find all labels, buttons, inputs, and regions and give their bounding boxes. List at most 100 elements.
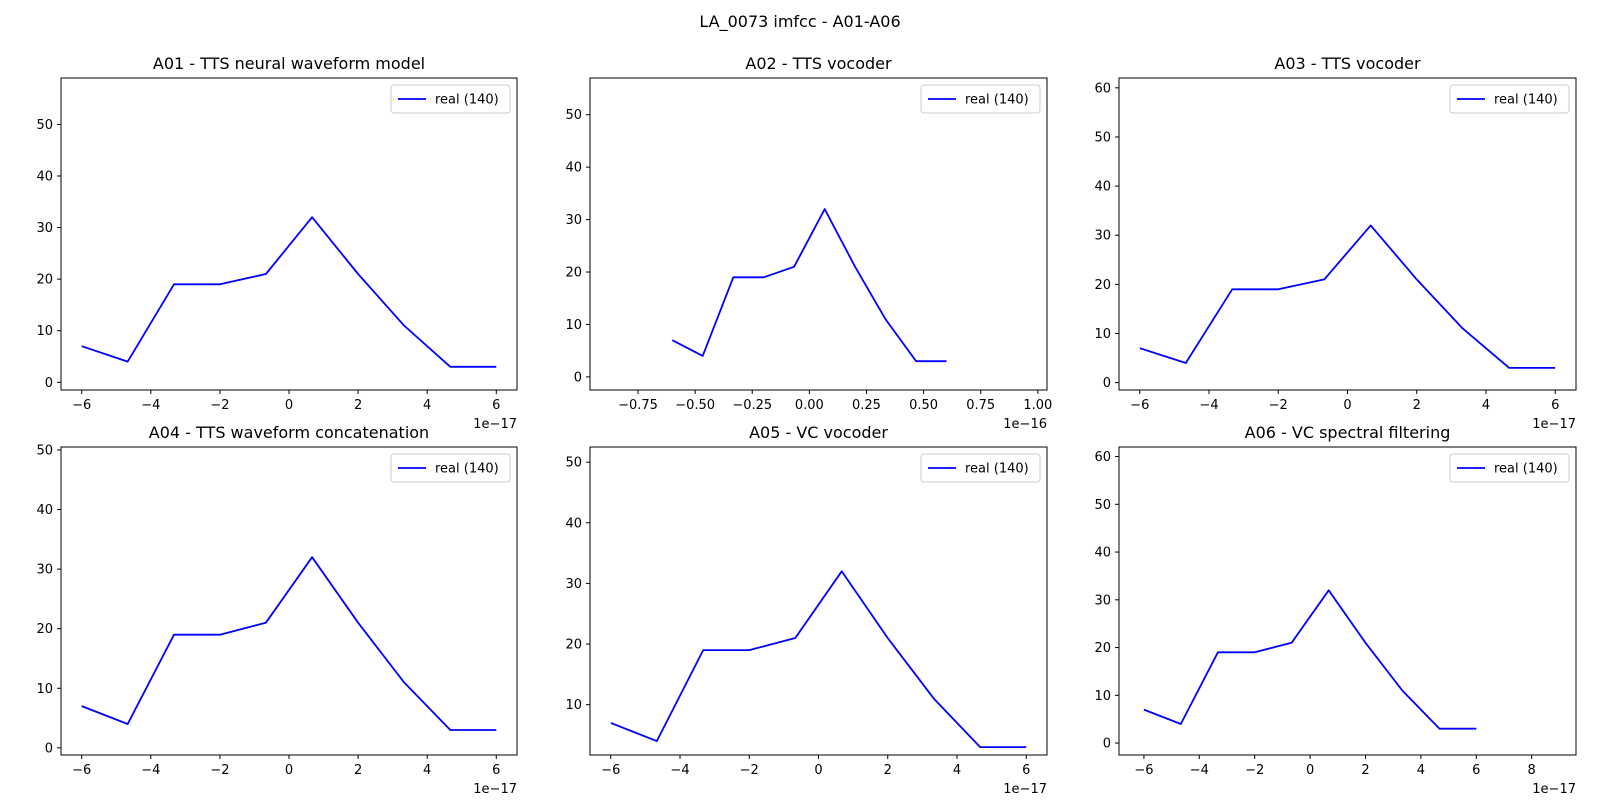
subplot-5-x-tick-label: 0 [814, 763, 822, 778]
subplot-3-x-offset-label: 1e−17 [1532, 417, 1576, 432]
subplot-4-title: A04 - TTS waveform concatenation [149, 423, 429, 442]
subplot-1-x-tick-label: −2 [210, 398, 229, 413]
subplot-1-y-tick-label: 20 [36, 273, 53, 288]
subplot-2-x-offset-label: 1e−16 [1003, 417, 1047, 432]
subplot-5-title: A05 - VC vocoder [749, 423, 888, 442]
subplot-2-y-tick-label: 40 [565, 161, 582, 176]
subplot-5-legend: real (140) [920, 453, 1041, 483]
subplot-2-y-tick-label: 20 [565, 266, 582, 281]
subplot-3-y-tick-label: 10 [1094, 327, 1111, 342]
subplot-1-x-tick-label: −6 [72, 398, 91, 413]
figure-suptitle: LA_0073 imfcc - A01-A06 [699, 12, 901, 31]
subplot-3-legend: real (140) [1449, 84, 1570, 114]
subplot-3-y-tick-label: 50 [1094, 130, 1111, 145]
subplot-2-legend-label: real (140) [965, 93, 1029, 108]
subplot-3-y-tick-label: 30 [1094, 229, 1111, 244]
subplot-2-y-tick-label: 30 [565, 213, 582, 228]
subplot-6-x-tick-label: 6 [1472, 763, 1480, 778]
subplot-3-x-tick-label: 4 [1482, 398, 1490, 413]
subplot-2-y-tick-label: 10 [565, 318, 582, 333]
subplot-3-legend-box [1449, 84, 1570, 114]
subplot-6-x-tick-label: 2 [1361, 763, 1369, 778]
subplot-5-x-tick-label: 2 [884, 763, 892, 778]
subplot-1-x-tick-label: 6 [492, 398, 500, 413]
subplot-5-x-tick-label: 4 [953, 763, 961, 778]
subplot-3-x-tick-label: 2 [1413, 398, 1421, 413]
subplot-6-y-tick-label: 20 [1094, 641, 1111, 656]
subplot-3-y-tick-label: 60 [1094, 81, 1111, 96]
subplot-5-x-tick-label: −2 [740, 763, 759, 778]
subplot-2-legend: real (140) [920, 84, 1041, 114]
subplot-5-x-tick-label: 6 [1022, 763, 1030, 778]
subplot-6-y-tick-label: 0 [1103, 737, 1111, 752]
subplot-1-legend: real (140) [390, 84, 511, 114]
subplot-1: A01 - TTS neural waveform model −6 −4 −2 0 2 4… [36, 54, 518, 432]
subplot-2-title: A02 - TTS vocoder [745, 54, 892, 73]
subplot-6-x-tick-label: −2 [1245, 763, 1264, 778]
subplot-6-y-tick-label: 50 [1094, 498, 1111, 513]
subplot-1-legend-label: real (140) [435, 93, 499, 108]
subplot-3-line-real-140- [1139, 224, 1556, 369]
subplot-5-y-tick-label: 10 [565, 698, 582, 713]
subplot-5-legend-box [920, 453, 1041, 483]
subplot-1-x-tick-label: 4 [423, 398, 431, 413]
subplot-5-y-tick-label: 50 [565, 456, 582, 471]
subplot-2-y-tick-label: 50 [565, 108, 582, 123]
subplot-1-x-tick-label: 2 [354, 398, 362, 413]
subplot-1-x-offset-label: 1e−17 [473, 417, 517, 432]
subplot-3-title: A03 - TTS vocoder [1274, 54, 1421, 73]
subplot-4-y-tick-label: 20 [36, 622, 53, 637]
subplot-4-x-tick-label: −6 [72, 763, 91, 778]
subplot-6-y-tick-label: 10 [1094, 689, 1111, 704]
subplot-6-y-tick-label: 60 [1094, 450, 1111, 465]
subplot-2-x-tick-label: 0.25 [852, 398, 881, 413]
subplot-6-x-tick-label: −4 [1190, 763, 1209, 778]
subplot-3: A03 - TTS vocoder−6 −4 −2 0 2 4 60102030405060… [1094, 54, 1577, 432]
subplot-4-x-tick-label: 0 [285, 763, 293, 778]
subplot-1-x-tick-label: 0 [285, 398, 293, 413]
subplot-2-axes-frame [589, 77, 1048, 391]
subplot-2-x-tick-label: −0.75 [618, 398, 658, 413]
subplot-3-x-tick-label: −2 [1269, 398, 1288, 413]
subplot-1-y-tick-label: 0 [45, 376, 53, 391]
subplot-4-y-tick-label: 10 [36, 682, 53, 697]
subplot-5-x-offset-label: 1e−17 [1003, 782, 1047, 797]
subplot-4-line-real-140- [81, 556, 497, 731]
subplot-6-title: A06 - VC spectral filtering [1245, 423, 1451, 442]
subplot-5-axes-frame [589, 446, 1048, 756]
subplot-6-y-tick-label: 30 [1094, 593, 1111, 608]
subplot-6-y-tick-label: 40 [1094, 546, 1111, 561]
subplot-4-y-tick-label: 40 [36, 503, 53, 518]
subplot-5-y-tick-label: 20 [565, 638, 582, 653]
subplot-4-y-tick-label: 0 [45, 741, 53, 756]
subplot-3-axes-frame [1118, 77, 1577, 391]
subplot-3-y-tick-label: 0 [1103, 376, 1111, 391]
subplot-4-x-tick-label: 4 [423, 763, 431, 778]
subplot-5-line-real-140- [610, 570, 1027, 748]
subplot-2-line-real-140- [671, 208, 947, 363]
subplot-1-line-real-140- [81, 216, 497, 368]
subplot-2-x-tick-label: 1.00 [1023, 398, 1052, 413]
subplot-4-legend-box [390, 453, 511, 483]
subplot-5-y-tick-label: 40 [565, 516, 582, 531]
subplot-4-y-tick-label: 50 [36, 443, 53, 458]
subplot-1-title: A01 - TTS neural waveform model [153, 54, 425, 73]
subplot-6-x-tick-label: −6 [1134, 763, 1153, 778]
subplot-5-legend-label: real (140) [965, 462, 1029, 477]
subplot-3-x-tick-label: −6 [1130, 398, 1149, 413]
subplot-3-legend-label: real (140) [1494, 93, 1558, 108]
subplot-1-y-tick-label: 50 [36, 118, 53, 133]
subplot-6-legend-box [1449, 453, 1570, 483]
subplot-4: A04 - TTS waveform concatenation −6 −4 −2 0 2… [36, 423, 518, 797]
subplot-4-x-tick-label: −4 [141, 763, 160, 778]
subplot-5-y-tick-label: 30 [565, 577, 582, 592]
subplot-6-x-tick-label: 0 [1306, 763, 1314, 778]
subplot-2-y-tick-label: 0 [574, 370, 582, 385]
subplot-2-x-tick-label: −0.50 [675, 398, 715, 413]
subplot-2-legend-box [920, 84, 1041, 114]
subplot-6-line-real-140- [1143, 589, 1477, 730]
subplot-3-y-tick-label: 20 [1094, 278, 1111, 293]
subplot-2-x-tick-label: 0.75 [966, 398, 995, 413]
subplot-3-x-tick-label: 0 [1343, 398, 1351, 413]
